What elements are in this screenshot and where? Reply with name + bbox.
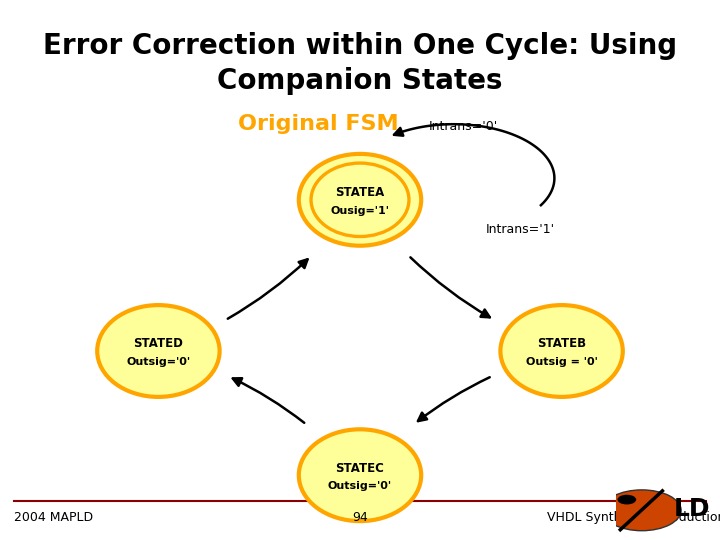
Circle shape (603, 490, 681, 531)
Text: Ousig='1': Ousig='1' (330, 206, 390, 215)
Text: Error Correction within One Cycle: Using
Companion States: Error Correction within One Cycle: Using… (43, 32, 677, 95)
Text: STATEB: STATEB (537, 338, 586, 350)
Circle shape (311, 163, 409, 237)
Circle shape (97, 305, 220, 397)
Text: VHDL Synthesis Introduction: VHDL Synthesis Introduction (547, 511, 720, 524)
Circle shape (500, 305, 623, 397)
Text: 94: 94 (352, 511, 368, 524)
Text: 2004 MAPLD: 2004 MAPLD (14, 511, 94, 524)
Text: STATED: STATED (133, 338, 184, 350)
Text: Outsig='0': Outsig='0' (328, 481, 392, 491)
Text: STATEA: STATEA (336, 186, 384, 199)
Text: STATEC: STATEC (336, 462, 384, 475)
Text: Intrans='0': Intrans='0' (428, 120, 498, 133)
Text: Outsig='0': Outsig='0' (126, 357, 191, 367)
Text: LD: LD (674, 497, 710, 521)
Text: Intrans='1': Intrans='1' (486, 223, 555, 236)
Circle shape (299, 429, 421, 521)
Circle shape (618, 495, 636, 504)
Circle shape (299, 154, 421, 246)
Text: Outsig = '0': Outsig = '0' (526, 357, 598, 367)
Text: Original FSM: Original FSM (238, 114, 398, 134)
